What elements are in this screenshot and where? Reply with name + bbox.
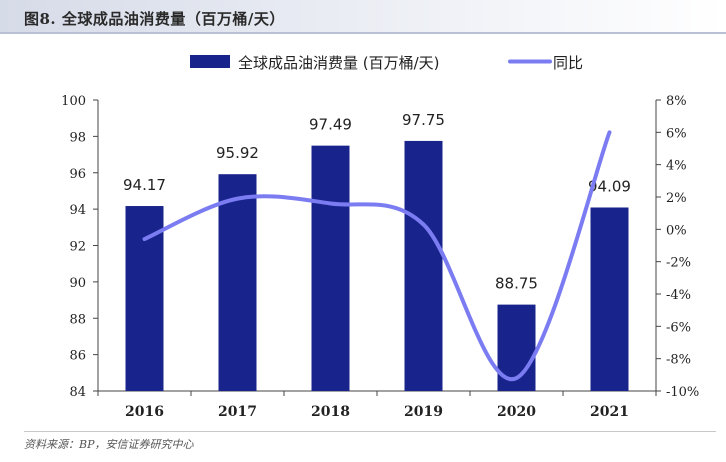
y-right-tick-label: 2% [666,191,687,206]
y-right-tick-label: -8% [666,353,691,368]
y-left-tick-label: 90 [69,276,86,291]
footer-rule [24,431,716,432]
yoy-point [516,377,517,379]
y-left-tick-label: 96 [69,167,86,182]
x-tick-label: 2016 [125,404,164,420]
bar [218,174,257,391]
yoy-point [144,238,145,240]
legend-line-label: 同比 [553,54,583,72]
yoy-point [330,202,331,204]
y-right-tick-label: 4% [666,159,687,174]
y-left-tick-label: 94 [69,203,86,218]
data-label: 88.75 [495,275,538,293]
y-right-tick-label: 8% [666,94,687,109]
legend: 全球成品油消费量 (百万桶/天) 同比 [190,54,583,72]
data-labels: 94.17 95.92 97.49 97.75 88.75 94.09 [123,111,631,293]
data-label: 94.17 [123,176,166,194]
y-left-tick-label: 88 [69,312,86,327]
y-left-tick-label: 84 [69,385,86,400]
y-right-tick-label: -4% [666,288,691,303]
data-label: 97.49 [309,116,352,134]
yoy-line-series [142,130,612,382]
y-right-tick-label: 0% [666,223,687,238]
data-label: 94.09 [588,177,631,195]
source-note: 资料来源：BP，安信证券研究中心 [24,438,194,451]
x-tick-label: 2019 [404,404,443,420]
chart-title: 图8. 全球成品油消费量（百万桶/天） [24,10,285,28]
yoy-point [237,198,238,200]
bar [404,140,443,391]
x-tick-label: 2017 [218,404,257,420]
legend-bar-swatch [190,55,230,68]
yoy-point [423,223,424,225]
title-bar [0,0,726,34]
axes: 84 86 88 90 92 94 96 98 100 -10% -8% -6% -4% -2% 0% 2% 4… [61,94,699,420]
y-right-tick-label: -6% [666,320,691,335]
yoy-point [609,131,610,133]
yoy-line [142,130,612,382]
x-tick-label: 2018 [311,404,350,420]
x-tick-label: 2020 [497,404,536,420]
title-rule [0,32,726,34]
legend-bar-label: 全球成品油消费量 (百万桶/天) [238,54,440,72]
y-right-tick-label: -2% [666,256,691,271]
y-left-tick-label: 92 [69,240,86,255]
y-left-tick-label: 86 [69,349,86,364]
y-right-tick-label: -10% [666,385,699,400]
bar-series [125,140,629,391]
bar [311,145,350,391]
data-label: 97.75 [402,111,445,129]
x-tick-label: 2021 [590,404,629,420]
bar [590,207,629,391]
data-label: 95.92 [216,144,259,162]
y-left-tick-label: 98 [69,130,86,145]
y-right-tick-label: 6% [666,126,687,141]
y-left-tick-label: 100 [61,94,86,109]
